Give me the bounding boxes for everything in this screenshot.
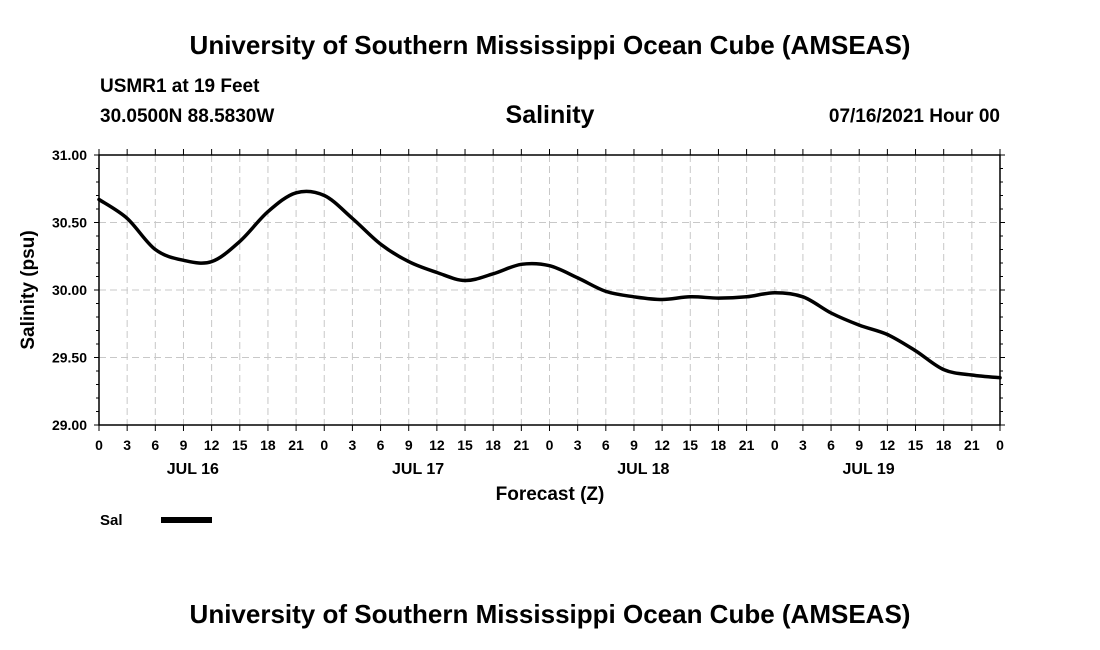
plot-frame [98,154,1001,426]
y-tick-label: 29.50 [52,350,87,366]
x-tick-label: 15 [457,437,473,453]
x-tick-label: 3 [349,437,357,453]
x-axis-title: Forecast (Z) [496,484,605,505]
day-labels: JUL 16 JUL 17 JUL 18 JUL 19 [167,461,895,478]
x-tick-label: 21 [514,437,530,453]
day-label: JUL 16 [167,461,219,478]
x-tick-label: 15 [232,437,248,453]
x-tick-label: 6 [602,437,610,453]
x-tick-label: 3 [574,437,582,453]
x-tick-label: 15 [908,437,924,453]
y-tick-label: 31.00 [52,147,87,163]
x-tick-label: 18 [260,437,276,453]
x-tick-label: 21 [739,437,755,453]
y-tick-label: 30.50 [52,215,87,231]
x-tick-label: 9 [855,437,863,453]
footer-title: University of Southern Mississippi Ocean… [189,599,911,629]
x-tick-label: 12 [880,437,896,453]
axis-ticks [94,149,1005,431]
y-tick-label: 30.00 [52,282,87,298]
day-label: JUL 17 [392,461,444,478]
station-label: USMR1 at 19 Feet [100,76,260,97]
parameter-title: Salinity [505,101,595,129]
datetime-label: 07/16/2021 Hour 00 [828,106,1000,127]
x-tick-label: 9 [630,437,638,453]
x-tick-label: 6 [377,437,385,453]
x-tick-label: 3 [123,437,131,453]
x-tick-label: 0 [771,437,779,453]
x-tick-label: 18 [485,437,501,453]
legend: Sal [100,512,212,529]
x-tick-label: 15 [682,437,698,453]
y-axis-tick-labels: 29.00 29.50 30.00 30.50 31.00 [52,147,87,433]
grid [99,155,1000,425]
x-tick-label: 0 [996,437,1004,453]
day-label: JUL 19 [843,461,895,478]
series-line-sal [97,189,1002,380]
legend-label: Sal [100,512,123,529]
x-tick-label: 21 [964,437,980,453]
x-tick-label: 0 [95,437,103,453]
x-tick-label: 12 [654,437,670,453]
x-tick-label: 12 [204,437,220,453]
x-tick-label: 18 [936,437,952,453]
x-tick-label: 0 [320,437,328,453]
x-tick-label: 18 [711,437,727,453]
x-tick-label: 9 [405,437,413,453]
x-tick-label: 12 [429,437,445,453]
x-axis-tick-labels: 0 3 6 9 12 15 18 21 0 3 6 9 12 15 18 21 0 3 6 9 12 15 18 21 0 3 6 9… [95,437,1004,453]
x-tick-label: 0 [546,437,554,453]
x-tick-label: 6 [827,437,835,453]
x-tick-label: 9 [180,437,188,453]
day-label: JUL 18 [617,461,669,478]
x-tick-label: 6 [151,437,159,453]
x-tick-label: 21 [288,437,304,453]
chart-title: University of Southern Mississippi Ocean… [189,30,911,60]
y-axis-title: Salinity (psu) [18,230,39,349]
y-tick-label: 29.00 [52,417,87,433]
coordinates-label: 30.0500N 88.5830W [100,106,275,127]
x-tick-label: 3 [799,437,807,453]
